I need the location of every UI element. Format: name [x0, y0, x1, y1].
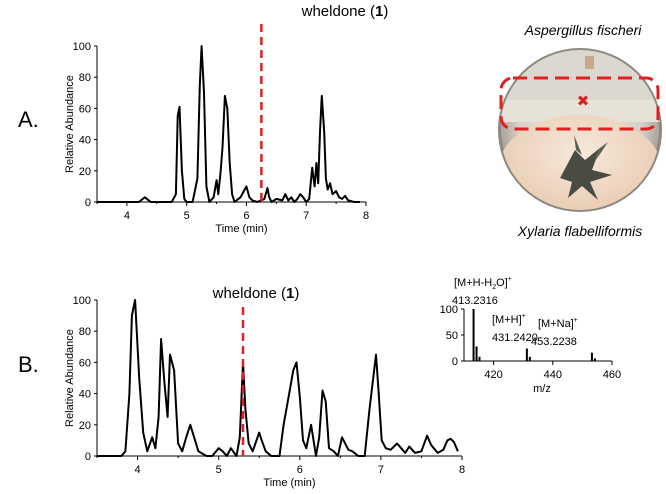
x-tick-label: 7 [303, 210, 309, 222]
species-top: Aspergillus fischeri [524, 22, 643, 38]
x-tick-label: 7 [378, 464, 384, 476]
sampling-site-cross-icon: ✖ [577, 93, 590, 110]
ms-y-tick-label: 100 [440, 304, 458, 316]
compound-title-a: wheldone (1) [301, 3, 389, 20]
panel-a-label: A. [18, 107, 39, 132]
ms-ion-text: [M+H] [492, 314, 522, 326]
y-tick-label: 20 [79, 420, 91, 432]
y-tick-label: 40 [79, 389, 91, 401]
panel-b-label: B. [18, 352, 39, 377]
compound-title-b: wheldone (1) [212, 285, 300, 302]
ms-ion-charge: + [508, 276, 512, 283]
sampling-region-box [499, 76, 660, 131]
chromatogram-trace [97, 45, 360, 203]
chromatogram-trace [97, 299, 459, 457]
y-tick-label: 60 [79, 357, 91, 369]
y-tick-label: 40 [79, 135, 91, 147]
ms-ion-label: [M+Na]+ [538, 317, 578, 330]
y-tick-label: 0 [85, 197, 91, 209]
x-tick-label: 4 [134, 464, 140, 476]
ms-mz-label: 431.2420 [492, 332, 538, 344]
aspergillus-plug [585, 56, 594, 69]
ms-mz-label: 453.2238 [531, 336, 577, 348]
ms-mz-label: 413.2316 [452, 295, 498, 307]
y-tick-label: 20 [79, 166, 91, 178]
y-tick-label: 100 [73, 295, 91, 307]
ms-x-tick-label: 460 [603, 369, 621, 381]
ms-x-tick-label: 440 [544, 369, 562, 381]
petri-dish-photo [498, 48, 662, 212]
y-axis-label: Relative Abundance [64, 75, 76, 173]
x-tick-label: 4 [124, 210, 130, 222]
interaction-zone [500, 100, 660, 122]
chromatogram-a: 0 20 40 60 80 100 4 5 6 7 8 Time (min) Relative Abun… [64, 24, 369, 235]
ms-ion-text: [M+H-H [454, 277, 492, 289]
x-tick-label: 6 [297, 464, 303, 476]
ms-x-axis-label: m/z [533, 383, 551, 395]
x-axis-label: Time (min) [263, 477, 315, 489]
ms-x-tick-label: 420 [484, 369, 502, 381]
y-tick-label: 80 [79, 72, 91, 84]
y-tick-label: 60 [79, 103, 91, 115]
ms-y-tick-label: 50 [446, 330, 458, 342]
xylaria-stromata [560, 148, 612, 200]
species-bottom: Xylaria flabelliformis [517, 223, 642, 239]
ms-ion-charge: + [574, 317, 578, 324]
y-tick-label: 100 [73, 41, 91, 53]
ms-ion-charge: + [522, 313, 526, 320]
ms-ion-label: [M+H]+ [492, 313, 526, 326]
x-tick-label: 8 [363, 210, 369, 222]
ms-ion-text: [M+Na] [538, 318, 574, 330]
ms-ion-label: [M+H-H2O]+ [454, 276, 512, 291]
ms-ion-subscript: 2 [492, 284, 496, 291]
x-tick-label: 8 [459, 464, 465, 476]
ms-y-tick-label: 0 [452, 356, 458, 368]
x-tick-label: 6 [243, 210, 249, 222]
x-axis-label: Time (min) [215, 223, 267, 235]
ms-ion-text-end: O] [496, 277, 508, 289]
y-axis-label: Relative Abundance [64, 329, 76, 427]
y-tick-label: 0 [85, 451, 91, 463]
x-tick-label: 5 [216, 464, 222, 476]
y-tick-label: 80 [79, 326, 91, 338]
chromatogram-b: 0 20 40 60 80 100 4 5 6 7 8 Time (min) Relative Abun… [64, 295, 465, 489]
x-tick-label: 5 [184, 210, 190, 222]
